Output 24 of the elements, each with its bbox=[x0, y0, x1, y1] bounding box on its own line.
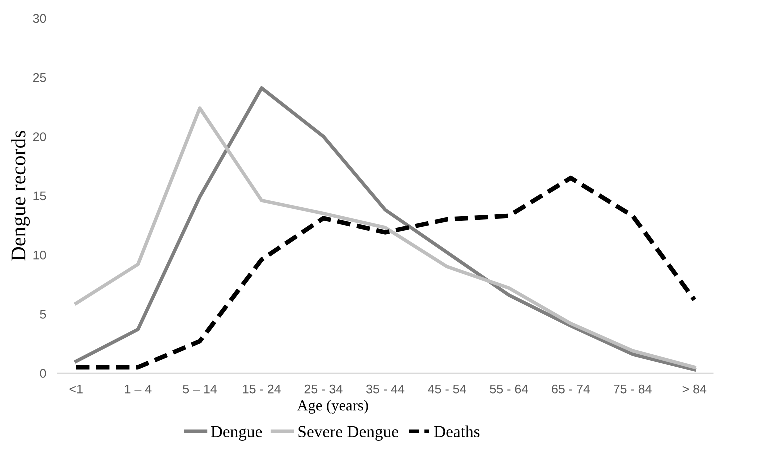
x-tick-label: <1 bbox=[70, 384, 83, 394]
legend-label: Severe Dengue bbox=[298, 426, 398, 441]
y-tick-label: 15 bbox=[34, 192, 46, 201]
x-tick-label: 75 - 84 bbox=[614, 384, 652, 394]
y-tick-label: 20 bbox=[33, 132, 46, 142]
x-tick-label: 35 - 44 bbox=[366, 384, 405, 394]
x-tick-label: 65 - 74 bbox=[552, 384, 590, 394]
x-tick-label: 45 - 54 bbox=[428, 384, 466, 394]
x-tick-label: > 84 bbox=[682, 384, 707, 394]
x-tick-label: 25 - 34 bbox=[304, 384, 343, 394]
x-axis-title: Age (years) bbox=[297, 400, 368, 414]
x-tick-label: 55 - 64 bbox=[490, 384, 528, 394]
line-series bbox=[74, 176, 697, 370]
legend-label: Dengue bbox=[211, 426, 262, 441]
legend-label: Deaths bbox=[434, 426, 480, 438]
x-tick-label: 1 – 4 bbox=[125, 384, 152, 394]
y-tick-label: 10 bbox=[34, 250, 46, 260]
y-tick-label: 0 bbox=[40, 369, 46, 378]
y-tick-label: 25 bbox=[33, 73, 46, 82]
y-axis-title: Dengue records bbox=[11, 131, 30, 261]
x-tick-label: 5 – 14 bbox=[183, 384, 218, 394]
x-tick-label: 15 - 24 bbox=[243, 384, 281, 394]
y-tick-label: 30 bbox=[33, 14, 46, 24]
y-tick-label: 5 bbox=[40, 310, 46, 319]
